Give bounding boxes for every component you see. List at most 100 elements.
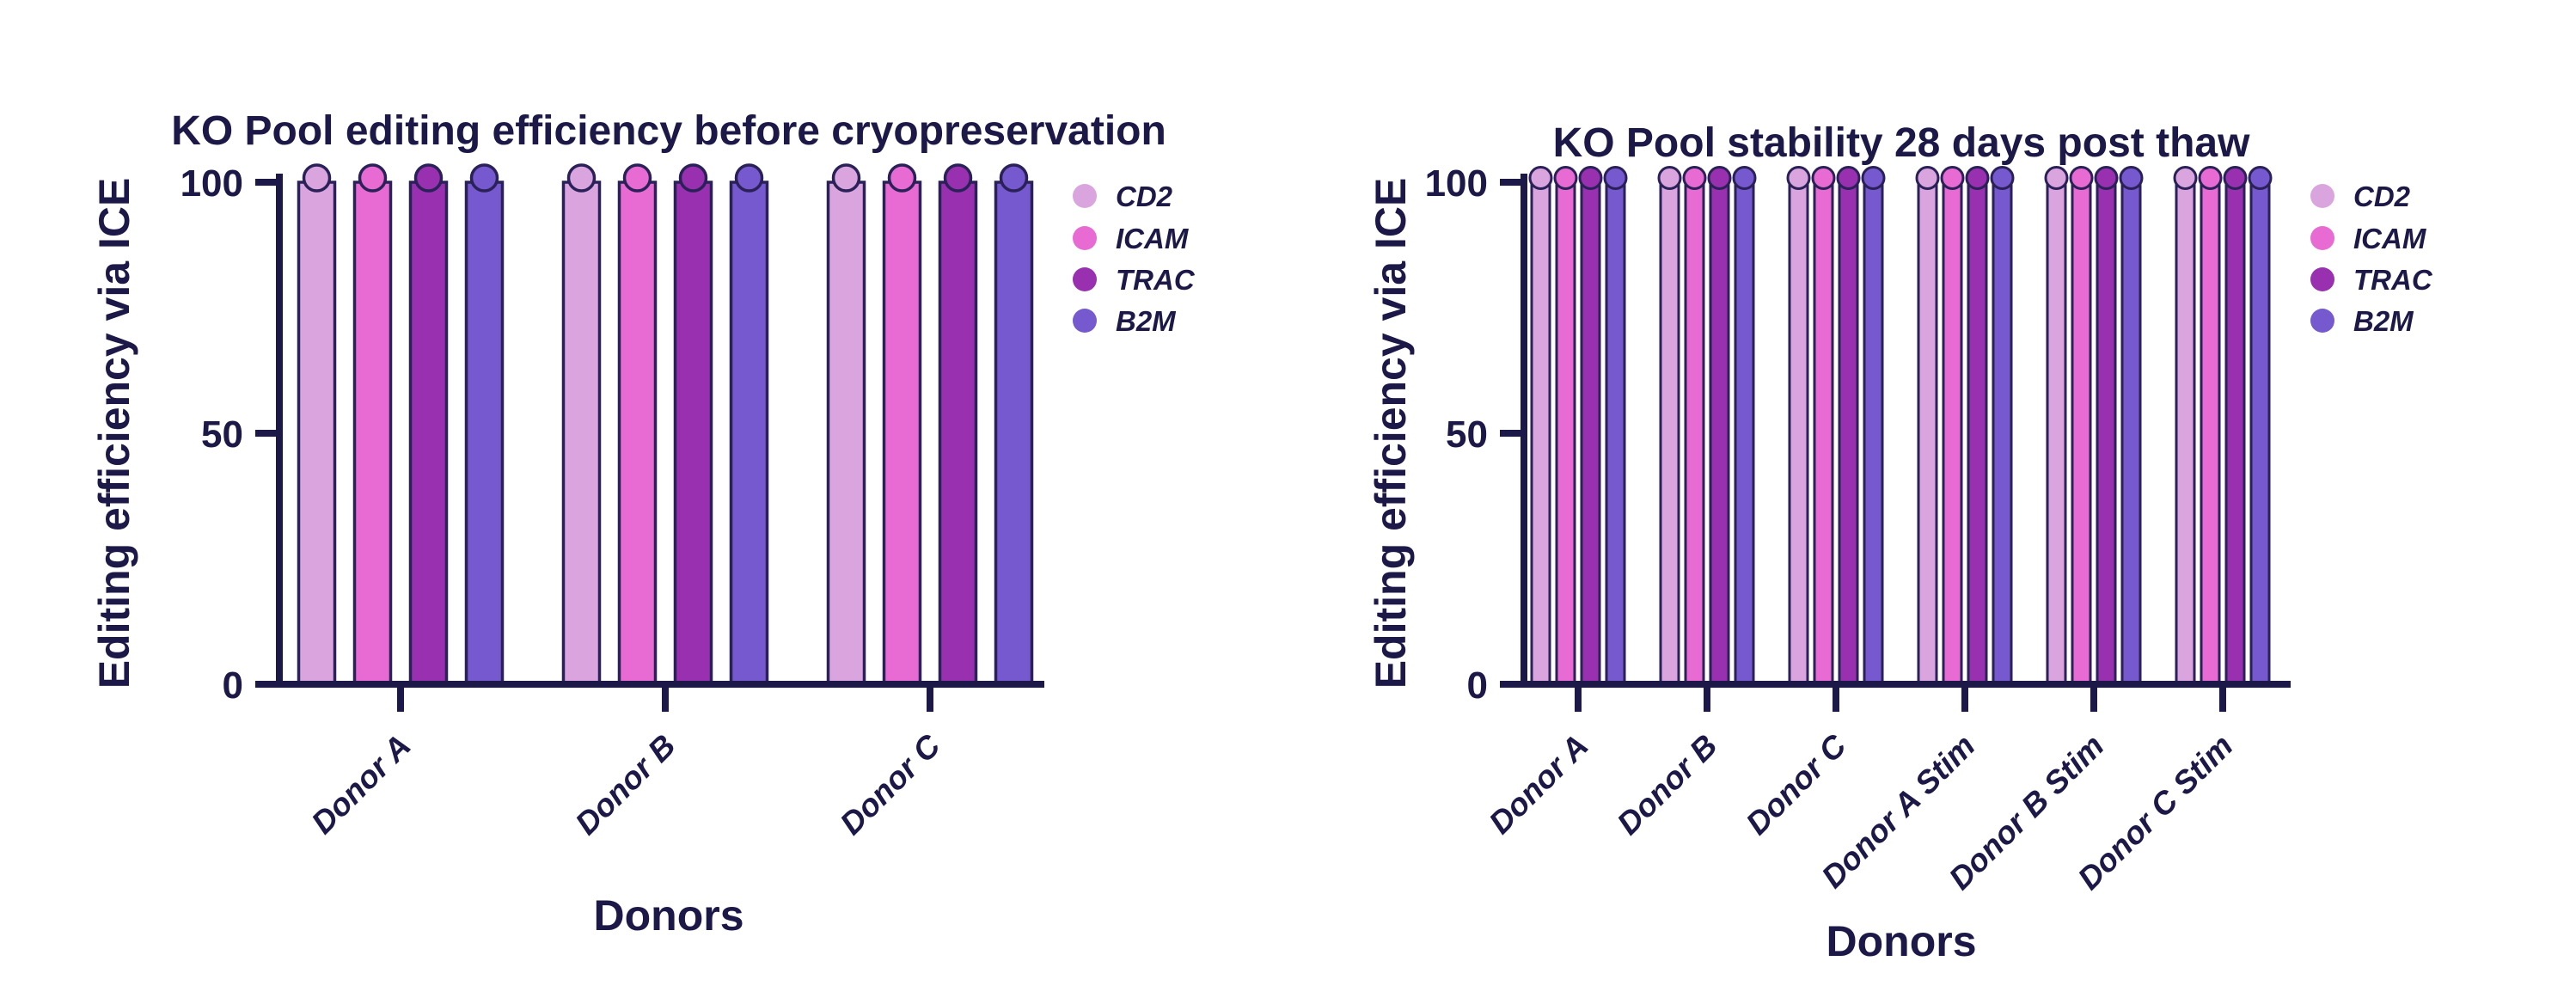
bar-icam-donor-c — [1813, 181, 1834, 686]
data-point-marker-b2m — [1861, 166, 1886, 190]
legend-swatch-b2m — [1073, 309, 1097, 333]
bar-icam-donor-b — [1684, 181, 1705, 686]
data-point-marker-icam — [622, 163, 652, 193]
data-point-marker-b2m — [469, 163, 499, 193]
data-point-marker-trac — [413, 163, 444, 193]
bar-cd2-donor-b-stim — [2046, 181, 2067, 686]
x-tick-label: Donor B — [568, 728, 682, 842]
data-point-marker-b2m — [1732, 166, 1757, 190]
bar-icam-donor-a-stim — [1942, 181, 1963, 686]
bar-b2m-donor-c — [1863, 181, 1884, 686]
bar-cd2-donor-b — [1659, 181, 1680, 686]
data-point-marker-b2m — [999, 163, 1029, 193]
y-tick-label: 100 — [181, 162, 243, 205]
bar-cd2-donor-a — [1530, 181, 1551, 686]
chart-title: KO Pool stability 28 days post thaw — [1553, 120, 2251, 166]
y-tick-label: 50 — [201, 413, 243, 456]
data-point-marker-trac — [1965, 166, 1990, 190]
data-point-marker-trac — [2223, 166, 2248, 190]
y-tick-label: 0 — [1467, 664, 1488, 707]
bar-trac-donor-a-stim — [1967, 181, 1988, 686]
data-point-marker-cd2 — [2173, 166, 2198, 190]
bar-trac-donor-a — [1580, 181, 1601, 686]
legend-swatch-trac — [2310, 267, 2334, 291]
data-point-marker-cd2 — [1528, 166, 1553, 190]
data-point-marker-icam — [358, 163, 388, 193]
bar-b2m-donor-c — [994, 181, 1034, 686]
bar-chart-before-cryopreservation: 0 50 100 Donor A Donor B Donor C KO Pool editi… — [90, 108, 1196, 940]
bar-b2m-donor-a — [464, 181, 505, 686]
data-point-marker-trac — [1578, 166, 1603, 190]
data-point-marker-cd2 — [566, 163, 597, 193]
data-point-marker-cd2 — [302, 163, 332, 193]
bar-icam-donor-c — [882, 181, 922, 686]
data-point-marker-b2m — [734, 163, 764, 193]
bar-trac-donor-c — [1838, 181, 1859, 686]
bar-icam-donor-c-stim — [2200, 181, 2221, 686]
y-tick-label: 100 — [1425, 162, 1488, 205]
bar-trac-donor-c — [938, 181, 978, 686]
bar-cd2-donor-a-stim — [1917, 181, 1938, 686]
bar-icam-donor-b-stim — [2071, 181, 2092, 686]
data-point-marker-trac — [1707, 166, 1732, 190]
bar-cd2-donor-c — [1788, 181, 1809, 686]
legend-swatch-cd2 — [2310, 184, 2334, 208]
bar-trac-donor-a — [408, 181, 449, 686]
y-tick-label: 50 — [1446, 413, 1488, 456]
data-point-marker-trac — [678, 163, 708, 193]
data-point-marker-icam — [1553, 166, 1578, 190]
bar-trac-donor-c-stim — [2224, 181, 2246, 686]
data-point-marker-b2m — [2119, 166, 2144, 190]
y-axis-title: Editing efficiency via ICE — [90, 178, 138, 689]
legend-label-icam: ICAM — [2353, 223, 2427, 254]
data-point-marker-icam — [1811, 166, 1836, 190]
chart-panel-before-cryopreservation: 0 50 100 Donor A Donor B Donor C KO Pool editi… — [90, 108, 1196, 940]
data-point-marker-trac — [943, 163, 973, 193]
legend-swatch-trac — [1073, 267, 1097, 291]
data-point-marker-b2m — [2248, 166, 2273, 190]
y-axis-title: Editing efficiency via ICE — [1367, 178, 1415, 689]
bar-cd2-donor-c — [826, 181, 866, 686]
data-point-marker-trac — [2094, 166, 2119, 190]
bar-b2m-donor-a — [1605, 181, 1626, 686]
bar-cd2-donor-c-stim — [2175, 181, 2196, 686]
chart-panel-post-thaw: 0 50 100 Donor A Donor B Donor C Donor A Stim D… — [1289, 0, 2576, 998]
data-point-marker-cd2 — [1786, 166, 1811, 190]
data-point-marker-cd2 — [831, 163, 861, 193]
data-point-marker-icam — [1682, 166, 1707, 190]
legend-swatch-icam — [2310, 226, 2334, 250]
bar-icam-donor-b — [617, 181, 658, 686]
bar-b2m-donor-b-stim — [2120, 181, 2142, 686]
x-tick-label: Donor A — [304, 728, 417, 841]
chart-title: KO Pool editing efficiency before cryopr… — [171, 108, 1166, 154]
bar-cd2-donor-b — [561, 181, 602, 686]
data-point-marker-b2m — [1603, 166, 1628, 190]
legend-label-trac: TRAC — [1116, 264, 1196, 296]
bar-b2m-donor-c-stim — [2249, 181, 2271, 686]
data-point-marker-icam — [1940, 166, 1965, 190]
x-axis-title: Donors — [594, 891, 744, 940]
legend-swatch-icam — [1073, 226, 1097, 250]
legend-swatch-b2m — [2310, 309, 2334, 333]
legend-label-b2m: B2M — [1116, 305, 1177, 337]
legend-label-b2m: B2M — [2353, 305, 2414, 337]
bar-trac-donor-b — [673, 181, 713, 686]
bar-cd2-donor-a — [297, 181, 337, 686]
legend-label-cd2: CD2 — [1116, 181, 1173, 212]
legend-label-trac: TRAC — [2353, 264, 2433, 296]
bar-b2m-donor-a-stim — [1992, 181, 2013, 686]
x-tick-label: Donor B — [1610, 728, 1723, 842]
x-tick-label: Donor C — [1739, 727, 1853, 842]
x-tick-label: Donor A — [1482, 728, 1594, 841]
y-tick-label: 0 — [223, 664, 243, 707]
data-point-marker-icam — [887, 163, 917, 193]
data-point-marker-cd2 — [1915, 166, 1940, 190]
data-point-marker-cd2 — [2044, 166, 2069, 190]
bar-trac-donor-b-stim — [2096, 181, 2117, 686]
x-axis-title: Donors — [1826, 917, 1977, 965]
data-point-marker-icam — [2198, 166, 2223, 190]
bar-icam-donor-a — [1555, 181, 1576, 686]
legend-label-cd2: CD2 — [2353, 181, 2411, 212]
data-point-marker-b2m — [1990, 166, 2015, 190]
